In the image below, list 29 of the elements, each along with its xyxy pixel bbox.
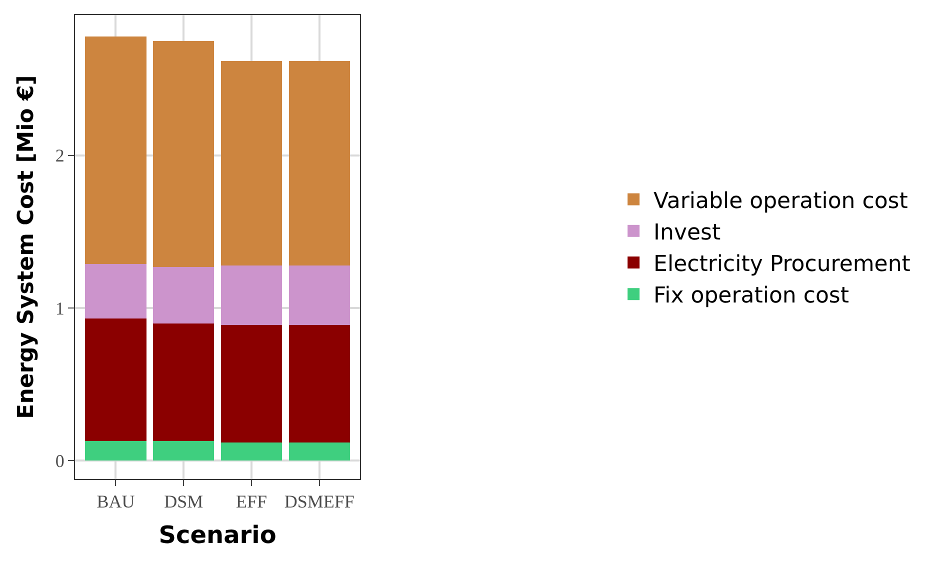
x-axis-title: Scenario (158, 520, 276, 549)
bar (288, 265, 350, 325)
bar (288, 442, 350, 461)
x-tick-label: DSM (164, 492, 204, 512)
legend-label: Electricity Procurement (654, 252, 911, 278)
y-tick-label: 0 (55, 450, 64, 471)
y-tick-label: 1 (55, 298, 64, 318)
x-tick-label: EFF (236, 492, 268, 512)
bar (220, 442, 282, 461)
legend-label: Invest (654, 220, 722, 246)
bar (288, 60, 350, 266)
bar (85, 36, 146, 264)
bar (153, 266, 214, 324)
bar (220, 265, 282, 325)
bar (85, 440, 146, 461)
bar (85, 264, 146, 319)
legend-label: Variable operation cost (654, 188, 908, 214)
bar (85, 318, 146, 441)
legend-label: Fix operation cost (654, 284, 850, 309)
x-tick-label: DSMEFF (284, 492, 354, 512)
bar (288, 324, 350, 442)
bar (153, 440, 214, 461)
bar (153, 323, 214, 441)
x-tick-label: BAU (96, 492, 135, 512)
bar (220, 324, 282, 442)
y-tick-label: 2 (55, 146, 64, 166)
bar (220, 60, 282, 266)
bar (153, 40, 214, 267)
y-axis-title: Energy System Cost [Mio €] (14, 75, 40, 419)
